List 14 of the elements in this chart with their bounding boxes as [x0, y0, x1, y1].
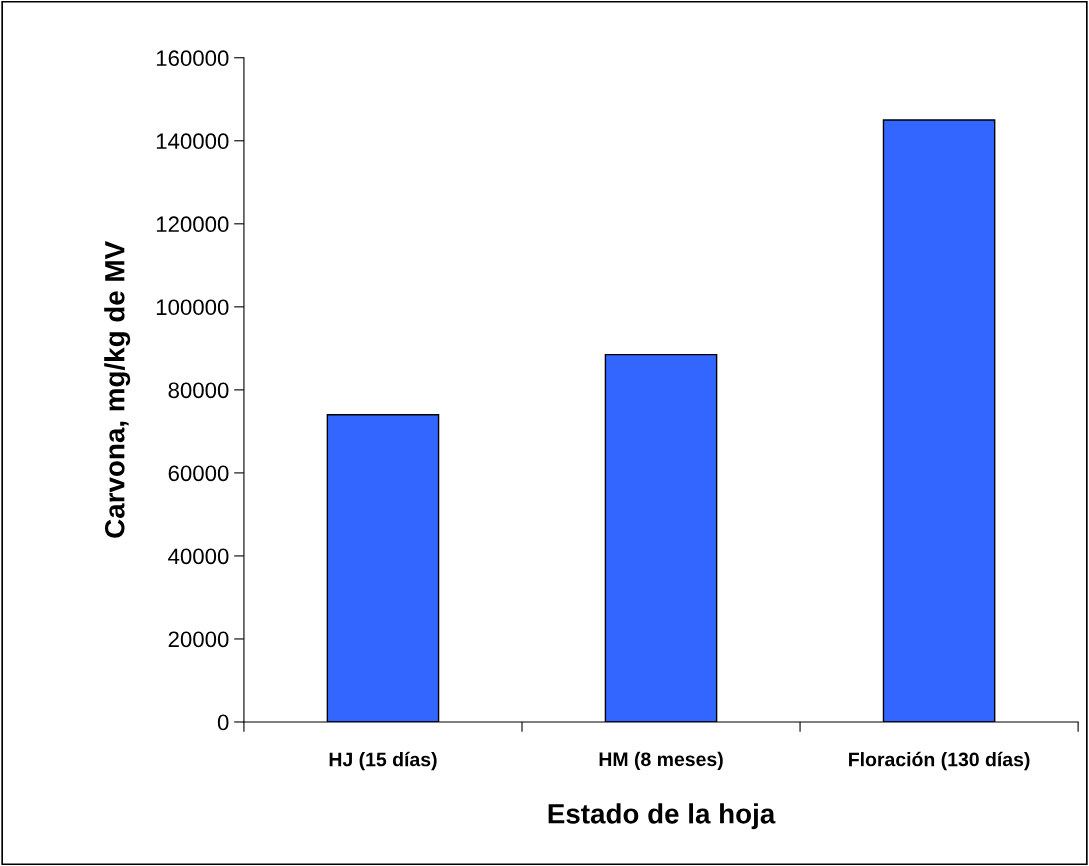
y-tick-label: 60000 — [168, 465, 229, 482]
x-tick-label: Floración (130 días) — [849, 751, 1030, 771]
y-tick-label: 160000 — [156, 50, 229, 67]
x-tick-label: HJ (15 días) — [329, 751, 437, 771]
y-axis-title: Carvona, mg/kg de MV — [104, 241, 131, 538]
y-tick-label: 20000 — [168, 631, 229, 648]
y-tick-label: 80000 — [168, 382, 229, 399]
y-tick-label: 100000 — [156, 299, 229, 316]
x-tick-label: HM (8 meses) — [599, 751, 723, 770]
y-tick-label: 140000 — [156, 133, 229, 150]
x-axis-title: Estado de la hoja — [548, 803, 776, 830]
y-tick-label: 0 — [217, 714, 229, 731]
y-tick-label: 40000 — [168, 548, 229, 565]
y-tick-label: 120000 — [156, 216, 229, 233]
